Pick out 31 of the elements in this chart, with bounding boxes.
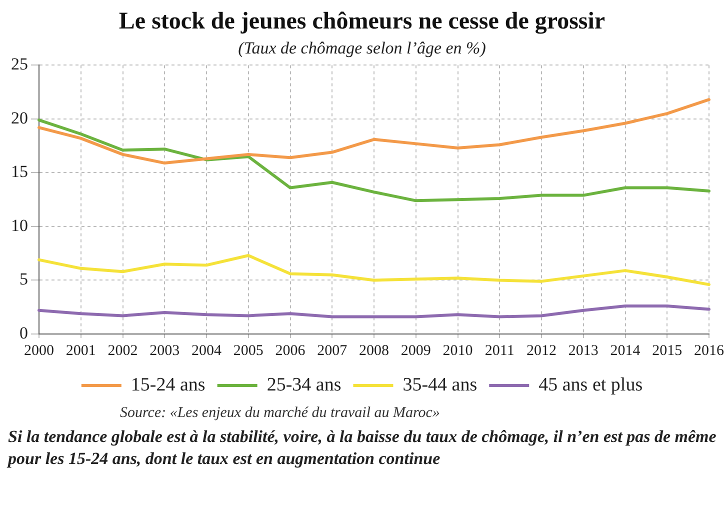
x-tick-label: 2006 — [275, 342, 306, 359]
x-tick-label: 2012 — [526, 342, 556, 359]
x-tick-label: 2000 — [24, 342, 54, 359]
x-tick-label: 2003 — [150, 342, 180, 359]
x-tick-label: 2013 — [568, 342, 598, 359]
chart-title: Le stock de jeunes chômeurs ne cesse de grossir — [118, 8, 606, 35]
legend-label: 45 ans et plus — [538, 374, 643, 396]
legend-label: 15-24 ans — [130, 374, 206, 396]
legend-label: 25-34 ans — [266, 374, 342, 396]
source-note: Source: «Les enjeux du marché du travail au Maroc» — [120, 405, 441, 422]
y-tick-label: 25 — [11, 54, 28, 74]
x-tick-label: 2004 — [192, 342, 222, 359]
chart-subtitle: (Taux de chômage selon l’âge en %) — [238, 38, 486, 58]
x-tick-label: 2010 — [442, 342, 473, 359]
x-tick-label: 2015 — [652, 342, 682, 359]
x-tick-label: 2008 — [359, 342, 389, 359]
x-tick-label: 2005 — [233, 342, 264, 359]
y-tick-label: 0 — [20, 323, 28, 342]
x-tick-label: 2016 — [694, 342, 724, 359]
legend-label: 35-44 ans — [402, 374, 478, 396]
x-tick-label: 2002 — [108, 342, 138, 359]
x-tick-label: 2009 — [400, 342, 431, 359]
x-tick-label: 2011 — [484, 342, 514, 359]
x-tick-label: 2007 — [317, 342, 348, 359]
text: Si la tendance globale est à la stabilité, voire, à la baisse du taux de chômage, il n’en est pas de même pour les 15-24 ans, dont le taux est en augmentation continue — [8, 426, 718, 470]
y-tick-label: 15 — [11, 162, 28, 182]
x-tick-label: 2014 — [610, 342, 641, 359]
y-tick-label: 20 — [11, 108, 28, 128]
y-tick-label: 10 — [11, 216, 28, 235]
x-tick-label: 2001 — [66, 342, 96, 359]
y-tick-label: 5 — [20, 270, 28, 289]
